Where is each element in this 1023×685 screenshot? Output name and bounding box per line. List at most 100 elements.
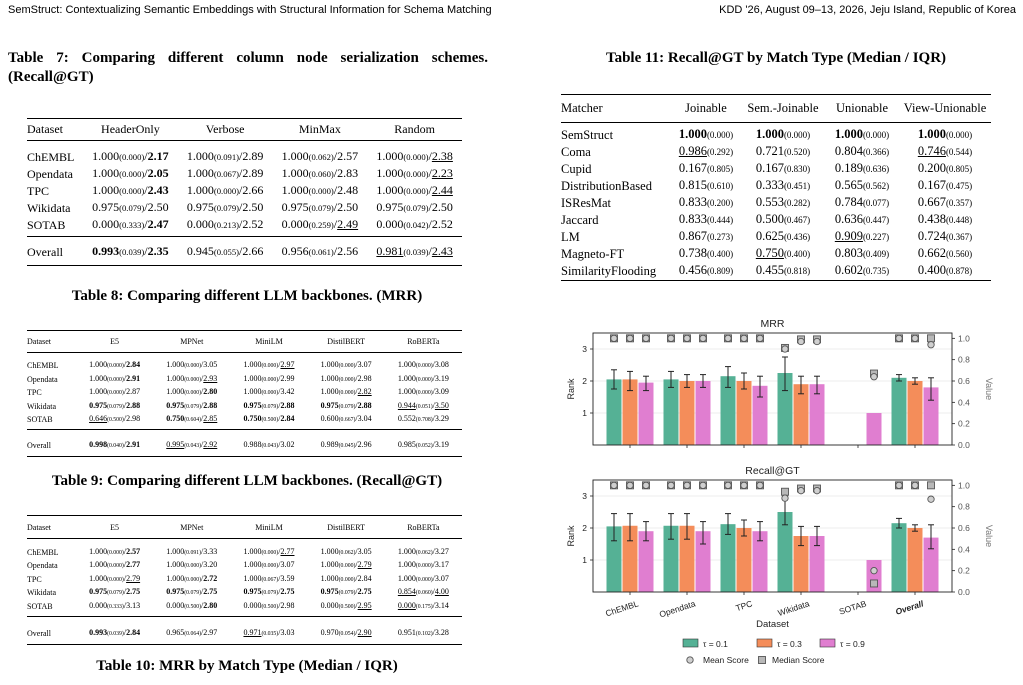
cell-iqr: (0.000) [107,376,124,383]
column-header: Dataset [27,515,76,539]
bar [663,525,679,592]
cell-iqr: (0.805) [945,164,973,174]
cell-rank: 3.03 [280,627,295,637]
cell-iqr: (0.102) [415,630,433,637]
cell-rank: 2.35 [147,244,169,258]
row-label: Opendata [27,166,73,181]
axes-frame [592,479,953,593]
cell-rank: 2.92 [203,439,218,449]
subplot-title: Recall@GT [745,465,800,477]
cell-value: 1.000 [243,387,262,396]
column-header: Joinable [671,94,741,123]
cell-value: 1.000 [243,546,262,556]
table-cell: 0.000(0.042)/2.52 [376,217,453,231]
cell-value: 0.400 [917,263,946,277]
cell-value: 0.975 [89,587,108,596]
cell-iqr: (0.000) [783,130,811,140]
y2-tick-label: 0.4 [958,544,970,554]
cell-value: 0.965 [166,627,185,637]
row-label: Magneto-FT [561,246,625,261]
column-header: Sem.-Joinable [741,94,825,123]
table-cell: 0.200(0.805) [899,160,991,177]
cell-rank: 2.89 [242,149,264,163]
cell-value: 1.000 [678,127,707,141]
table-cell: 1.000(0.091)/2.89 [186,149,264,163]
cell-value: 1.000 [186,149,214,163]
cell-iqr: (0.000) [184,390,202,396]
table-cell: 0.867(0.273) [671,228,741,245]
cell-value: 1.000 [166,373,185,383]
cell-rank: 3.09 [434,387,449,396]
column-header: Dataset [27,330,76,353]
cell-iqr: (0.000) [107,363,124,369]
table-cell: 0.981(0.039)/2.43 [367,236,462,266]
row-label: Cupid [561,161,592,176]
table-row: Magneto-FT 0.738(0.400) 0.750(0.400) 0.803(… [561,245,991,262]
row-label: Wikidata [27,588,56,597]
y-tick-label: 3 [582,491,587,501]
cell-iqr: (0.175) [415,603,433,610]
table-cell: 1.000(0.000)/2.84 [320,573,372,583]
cell-value: 1.000 [166,560,185,569]
column-header: MPNet [153,515,231,539]
table-11-caption: Table 11: Recall@GT by Match Type (Media… [605,50,947,66]
cell-iqr: (0.636) [862,164,890,174]
cell-value: 1.000 [397,573,416,583]
table-cell: 0.995(0.043)/2.92 [153,429,231,456]
cell-value: 0.815 [678,178,707,192]
cell-value: 0.553 [755,195,784,209]
table-cell: 1.000(0.000) [825,123,899,144]
cell-rank: 3.27 [434,546,449,556]
table-cell: 0.000(0.500)/2.80 [166,600,218,610]
y2-tick-label: 0.4 [958,397,970,407]
cell-value: 1.000 [89,546,108,556]
cell-rank: 2.77 [280,546,295,556]
cell-iqr: (0.067) [213,169,240,179]
y-axis-label: Rank [566,378,576,400]
table-cell: 1.000(0.000)/2.77 [243,546,295,556]
cell-rank: 2.50 [337,200,359,214]
table-overall-row: Overall 0.993(0.039)/2.35 0.945(0.055)/2.6… [27,236,462,266]
cell-rank: 3.59 [280,573,295,583]
table-row: SOTAB 0.646(0.500)/2.98 0.750(0.604)/2.85 0… [27,413,462,430]
cell-value: 0.975 [186,200,214,214]
cell-iqr: (0.444) [706,215,734,225]
cell-value: 1.000 [89,560,108,569]
cell-value: 0.998 [89,439,108,449]
table-row: SOTAB 0.000(0.333)/3.13 0.000(0.500)/2.80 0… [27,600,462,617]
table-cell: 1.000(0.000)/3.07 [243,560,295,569]
column-header: Random [367,118,462,141]
row-label: Jaccard [561,212,599,227]
y2-tick-label: 0.8 [958,502,970,512]
cell-iqr: (0.045) [338,442,356,449]
bar [663,379,679,445]
table-row: SemStruct 1.000(0.000) 1.000(0.000) 1.000(0… [561,123,991,144]
cell-iqr: (0.830) [783,164,811,174]
table-cell: 1.000(0.000)/2.23 [376,166,453,180]
table-cell: 0.854(0.060)/4.00 [397,587,449,596]
cell-rank: 2.75 [126,587,141,596]
table-cell: 0.000(0.213)/2.52 [186,217,264,231]
table-row: TPC 1.000(0.000)/2.43 1.000(0.000)/2.66 1.0… [27,182,462,199]
cell-rank: 2.43 [147,183,169,197]
table-row: Wikidata 0.975(0.079)/2.75 0.975(0.079)/2.… [27,586,462,600]
table-cell: 1.000(0.000)/2.98 [320,373,372,383]
cell-iqr: (0.436) [783,232,811,242]
cell-value: 0.000 [243,600,262,610]
table-cell: 0.750(0.604)/2.85 [166,414,218,423]
cell-rank: 2.66 [242,183,264,197]
table-cell: 0.975(0.079)/2.75 [166,587,218,596]
cell-iqr: (0.292) [706,147,734,157]
cell-value: 1.000 [397,373,416,383]
cell-value: 1.000 [376,166,404,180]
table-cell: 0.565(0.562) [825,177,899,194]
table-cell: 1.000(0.000) [741,123,825,144]
cell-rank: 3.29 [434,414,449,423]
cell-value: 0.988 [243,439,262,449]
cell-iqr: (0.061) [308,247,334,257]
table-cell: 1.000(0.000)/2.66 [186,183,264,197]
table-cell: 0.000(0.333)/3.13 [89,600,141,610]
cell-value: 0.750 [755,246,784,260]
row-label: ISResMat [561,195,611,210]
cell-value: 0.971 [243,627,262,637]
